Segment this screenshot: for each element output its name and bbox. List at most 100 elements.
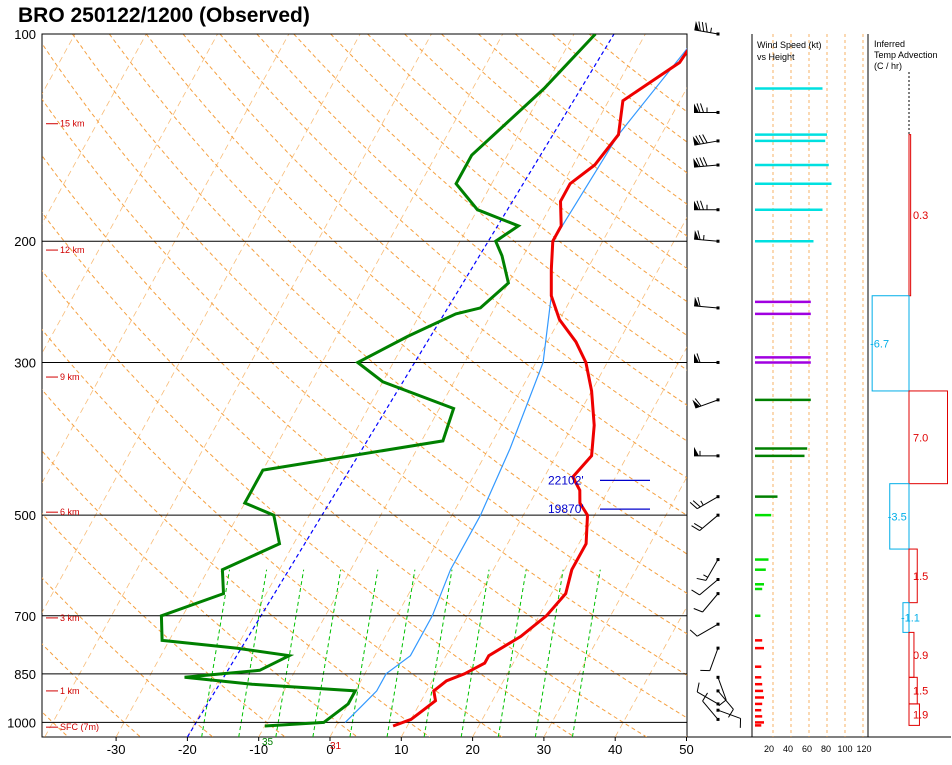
adv-title-2: Temp Advection [874,50,938,60]
isotherm [0,34,360,737]
dry-adiabat [0,34,213,737]
barb-flag [697,683,699,692]
pressure-tick-label: 850 [14,667,36,682]
barb-staff [700,579,718,594]
barb-flag [702,22,703,31]
wind-barb [694,103,720,114]
barb-flag [728,709,733,717]
barb-flag [690,630,697,636]
barb-station-dot [717,139,720,142]
adv-layer-label: -3.5 [888,511,907,523]
height-label: 9 km [60,372,80,382]
dry-adiabat [0,34,141,737]
dry-adiabat [368,34,952,737]
temp-tick-label: -30 [107,742,126,757]
barb-staff [697,497,718,509]
mixing-ratio-line [387,570,415,737]
adv-title-3: (C / hr) [874,61,902,71]
barb-flag [703,157,707,166]
barb-station-dot [717,495,720,498]
dry-adiabat [0,34,357,737]
barb-station-dot [717,578,720,581]
mixing-ratio-line [498,570,526,737]
wind-barb [694,353,720,364]
barb-flag [699,135,704,143]
wind-barb [697,683,719,706]
barb-station-dot [717,240,720,243]
wind-barb [694,21,719,36]
wind-axis-label: 120 [856,744,871,754]
pressure-tick-label: 300 [14,355,36,370]
barb-station-dot [717,709,720,712]
wind-barb [690,495,719,509]
temp-tick-label: 30 [537,742,551,757]
height-label: 12 km [60,245,85,255]
wind-axis-label: 40 [783,744,793,754]
dry-adiabat [515,34,952,737]
isotherm [473,34,860,737]
dry-adiabat [183,34,952,737]
wind-axis-label: 80 [821,744,831,754]
wind-axis-label: 100 [837,744,852,754]
wind-barb [692,514,720,531]
adv-layer-label: 0.9 [913,650,928,662]
temp-tick-label: 40 [608,742,622,757]
wind-barb [703,693,720,721]
dry-adiabat [0,34,285,737]
mixing-ratio-line [424,570,452,737]
wind-barb [693,135,720,146]
barb-staff [700,515,718,530]
height-label: 1 km [60,686,80,696]
isotherm [0,34,75,737]
dewpoint-trace [161,34,595,726]
level-marker-label: 19870' [548,502,584,516]
wind-barb [694,592,720,612]
adv-layer-label: 1.9 [913,710,928,722]
dry-adiabat [478,34,952,737]
dry-adiabat [146,34,952,737]
barb-station-dot [717,361,720,364]
wind-barb [694,230,719,243]
wind-axis-label: 20 [764,744,774,754]
barb-flag [699,21,700,30]
isotherm [116,34,503,737]
barb-staff [718,691,733,709]
barb-flag [694,609,703,612]
height-label: SFC (7m) [60,722,99,732]
barb-staff [710,648,718,671]
barb-station-dot [717,592,720,595]
barb-station-dot [717,718,720,721]
wind-barb [692,398,719,408]
barb-flag [700,158,704,167]
wind-barb [717,709,741,728]
barb-station-dot [717,514,720,517]
adv-layer-label: 1.5 [913,571,928,583]
isotherm [45,34,432,737]
temp-tick-label: 10 [394,742,408,757]
barb-station-dot [717,702,720,705]
adv-layer-label: 0.3 [913,210,928,222]
wind-barb [694,297,719,310]
barb-staff [703,594,718,612]
skewt-grid [0,34,952,737]
wind-barb [700,647,719,671]
barb-flag [701,103,704,112]
pressure-tick-label: 1000 [7,715,36,730]
isotherm [687,34,952,737]
barb-staff [694,239,718,241]
adv-layer-label: 7.0 [913,432,928,444]
height-label: 6 km [60,507,80,517]
wind-barb [694,201,720,212]
pressure-tick-label: 500 [14,508,36,523]
barb-flag [703,135,708,143]
barb-flag [697,578,706,580]
dry-adiabat [589,34,952,737]
barb-flag [701,201,704,210]
barb-station-dot [717,558,720,561]
wind-axis-label: 60 [802,744,812,754]
barb-station-dot [717,33,720,36]
profiles [161,34,698,726]
isotherm [758,34,952,737]
